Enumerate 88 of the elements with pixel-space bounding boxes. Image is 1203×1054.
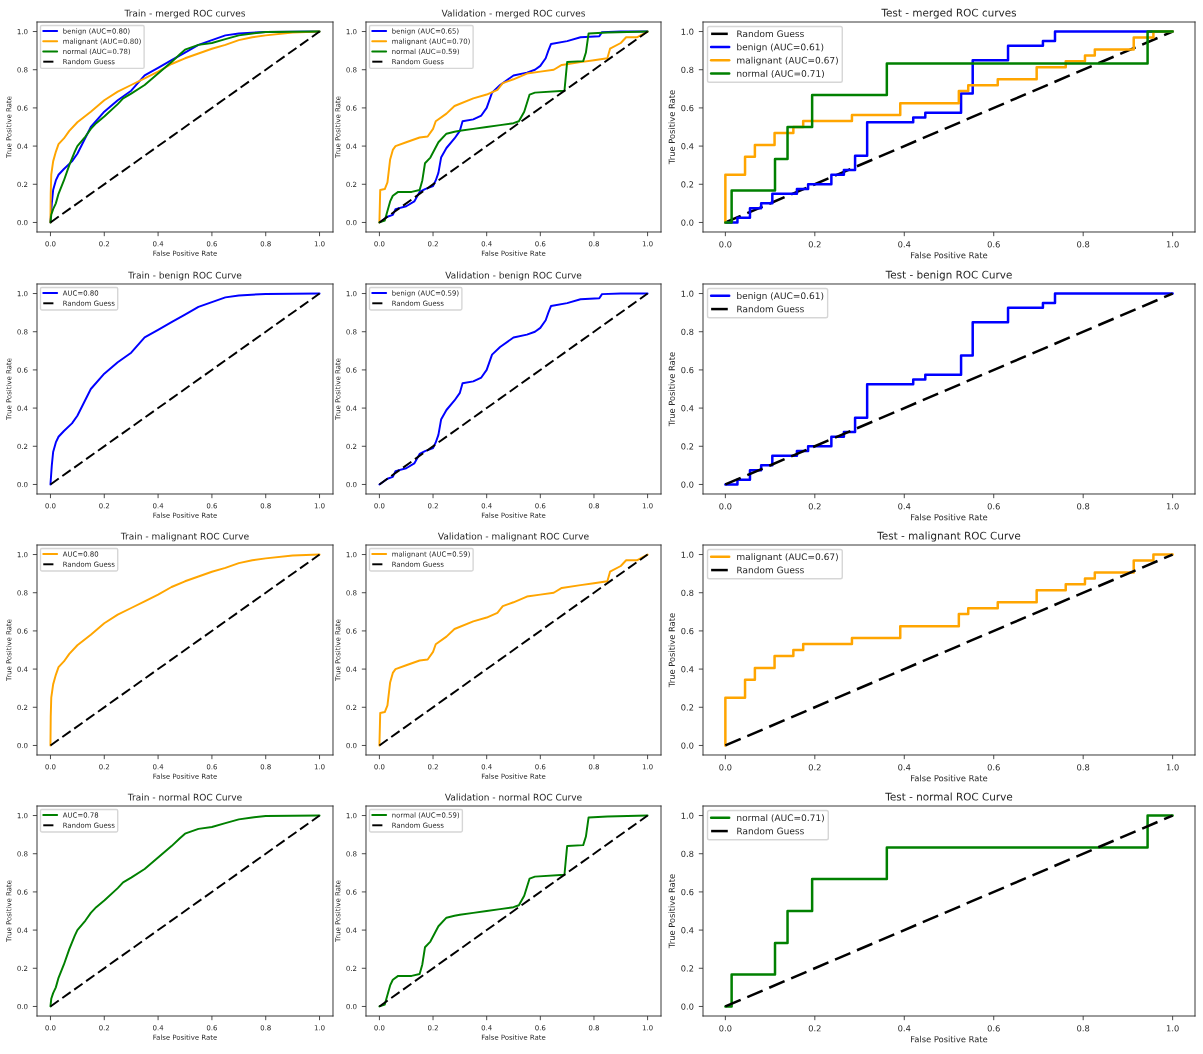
chart-title: Validation - merged ROC curves: [441, 9, 586, 19]
y-tick-label: 0.6: [681, 366, 694, 374]
line-series: [378, 814, 649, 1008]
chart-title: Validation - normal ROC Curve: [444, 793, 582, 801]
y-tick-label: 0.0: [681, 219, 694, 226]
x-tick-label: 0.6: [987, 503, 1000, 510]
chart-title: Test - benign ROC Curve: [885, 270, 1012, 281]
legend-label: benign (AUC=0.61): [737, 43, 824, 53]
x-tick-label: 0.0: [719, 241, 732, 248]
y-axis-title: True Positive Rate: [668, 352, 675, 427]
y-tick-label: 0.4: [681, 405, 694, 412]
chart-title: Train - malignant ROC Curve: [120, 532, 249, 542]
x-tick-label: 0.0: [719, 1025, 732, 1032]
line-series: [49, 814, 321, 1008]
legend-label: normal (AUC=0.71): [737, 69, 824, 78]
legend-label: Random Guess: [737, 566, 804, 574]
x-tick-label: 0.8: [1077, 1025, 1090, 1032]
x-tick-label: 0.2: [808, 241, 821, 248]
x-tick-label: 1.0: [1166, 503, 1179, 510]
legend-label: Random Guess: [737, 827, 804, 835]
y-tick-label: 0.0: [681, 1003, 694, 1010]
chart-title: Train - benign ROC Curve: [128, 271, 242, 281]
line-series: [49, 553, 321, 747]
x-tick-label: 0.6: [987, 1025, 1000, 1032]
y-tick-label: 0.6: [681, 888, 694, 896]
y-tick-label: 0.2: [681, 704, 694, 711]
line-series: [378, 553, 649, 747]
y-tick-label: 0.8: [681, 850, 694, 858]
legend-label: malignant (AUC=0.67): [737, 553, 838, 562]
x-tick-label: 0.4: [898, 1025, 911, 1032]
y-tick-label: 1.0: [681, 290, 694, 297]
legend-label: Random Guess: [737, 30, 804, 38]
x-tick-label: 0.0: [719, 503, 732, 510]
y-tick-label: 0.8: [681, 66, 694, 74]
x-axis-title: False Positive Rate: [911, 774, 988, 782]
x-axis-title: False Positive Rate: [911, 513, 988, 521]
x-tick-label: 0.4: [898, 241, 911, 248]
y-axis-title: True Positive Rate: [668, 613, 675, 688]
chart-title: Validation - malignant ROC Curve: [437, 532, 589, 542]
x-tick-label: 0.6: [987, 764, 1000, 771]
y-tick-label: 0.2: [681, 181, 694, 188]
y-tick-label: 0.4: [681, 927, 694, 934]
y-tick-label: 0.6: [681, 104, 694, 112]
x-tick-label: 0.6: [987, 241, 1000, 248]
y-tick-label: 0.8: [681, 328, 694, 336]
x-tick-label: 1.0: [1166, 764, 1179, 771]
y-tick-label: 0.2: [681, 443, 694, 450]
chart-title: Validation - benign ROC Curve: [445, 271, 582, 281]
y-tick-label: 0.0: [681, 742, 694, 749]
x-tick-label: 0.2: [808, 764, 821, 771]
x-tick-label: 0.4: [898, 503, 911, 510]
legend-label: Random Guess: [737, 305, 804, 313]
chart-title: Test - normal ROC Curve: [885, 792, 1013, 801]
y-tick-label: 0.6: [681, 627, 694, 635]
y-axis-title: True Positive Rate: [668, 90, 675, 165]
x-axis-title: False Positive Rate: [911, 251, 988, 259]
y-tick-label: 1.0: [681, 28, 694, 35]
x-tick-label: 1.0: [1166, 1025, 1179, 1032]
line-series: [724, 553, 1174, 747]
x-tick-label: 0.2: [808, 1025, 821, 1032]
line-series: [724, 814, 1174, 1008]
legend-label: benign (AUC=0.61): [737, 292, 824, 301]
x-tick-label: 0.8: [1077, 503, 1090, 510]
chart-title: Train - merged ROC curves: [124, 9, 246, 19]
line-series: [724, 292, 1174, 486]
chart-title: Test - malignant ROC Curve: [877, 531, 1021, 542]
y-tick-label: 0.4: [681, 666, 694, 673]
x-tick-label: 0.0: [719, 764, 732, 771]
x-tick-label: 0.4: [898, 764, 911, 771]
x-tick-label: 1.0: [1166, 241, 1179, 248]
y-tick-label: 0.2: [681, 965, 694, 972]
x-tick-label: 0.2: [808, 503, 821, 510]
y-tick-label: 0.8: [681, 589, 694, 597]
x-axis-title: False Positive Rate: [911, 1035, 988, 1043]
chart-title: Test - merged ROC curves: [881, 8, 1017, 19]
line-series: [378, 292, 649, 486]
y-tick-label: 1.0: [681, 812, 694, 819]
y-axis-title: True Positive Rate: [668, 874, 675, 949]
x-tick-label: 0.8: [1077, 764, 1090, 771]
line-series: [49, 30, 321, 224]
x-tick-label: 0.8: [1077, 241, 1090, 248]
y-tick-label: 0.4: [681, 143, 694, 150]
y-tick-label: 1.0: [681, 551, 694, 558]
line-series: [49, 292, 321, 486]
y-tick-label: 0.0: [681, 481, 694, 488]
legend-label: normal (AUC=0.71): [737, 814, 824, 823]
chart-title: Train - normal ROC Curve: [127, 793, 242, 801]
legend-label: malignant (AUC=0.67): [737, 56, 838, 66]
